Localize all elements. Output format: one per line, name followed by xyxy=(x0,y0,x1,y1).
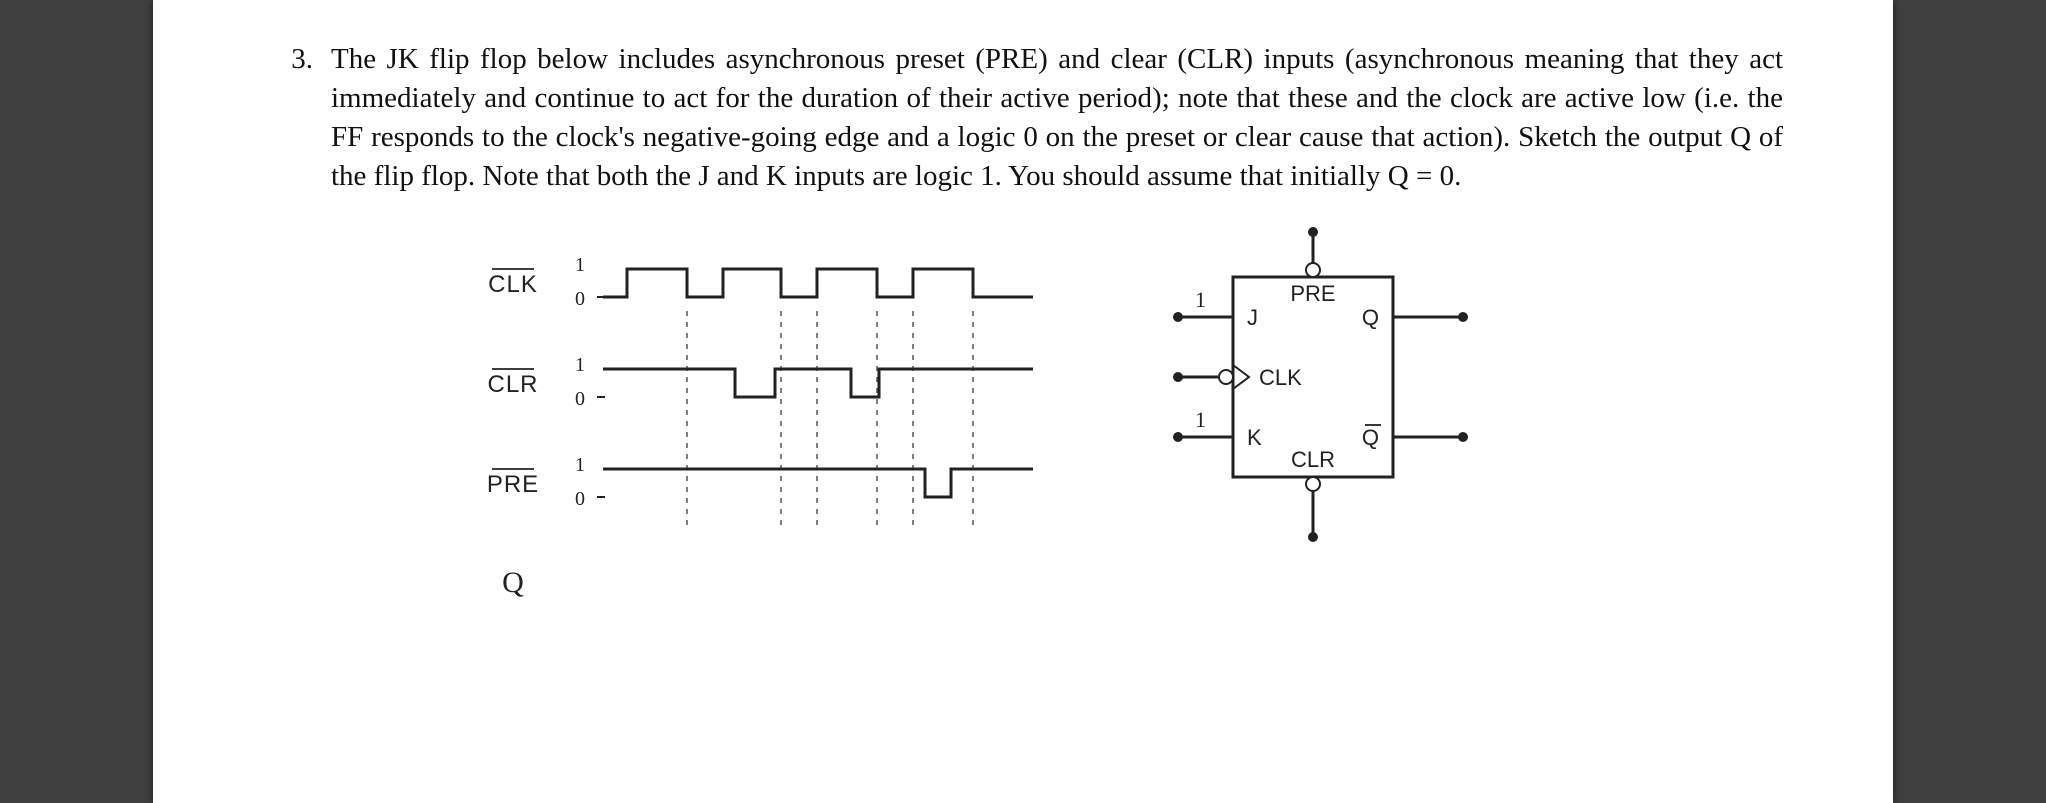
flipflop-schematic: J 1 K 1 CLK PRE CLR Q Q xyxy=(1173,227,1573,587)
timing-diagram: CLK 1 0 CLR 1 0 PRE 1 0 Q xyxy=(473,227,1173,647)
svg-text:1: 1 xyxy=(575,454,585,476)
svg-text:1: 1 xyxy=(1195,287,1206,312)
problem-text: The JK flip flop below includes asynchro… xyxy=(331,40,1783,197)
svg-text:Q: Q xyxy=(502,566,524,599)
viewport: 3. The JK flip flop below includes async… xyxy=(0,0,2046,803)
svg-text:1: 1 xyxy=(575,354,585,376)
svg-text:0: 0 xyxy=(575,488,585,510)
svg-text:1: 1 xyxy=(575,254,585,276)
svg-text:PRE: PRE xyxy=(1290,281,1335,306)
svg-text:J: J xyxy=(1247,305,1258,330)
document-page: 3. The JK flip flop below includes async… xyxy=(153,0,1893,803)
svg-text:CLK: CLK xyxy=(488,271,538,298)
svg-text:CLR: CLR xyxy=(1291,447,1335,472)
svg-text:1: 1 xyxy=(1195,407,1206,432)
svg-text:CLR: CLR xyxy=(487,371,538,398)
svg-text:0: 0 xyxy=(575,288,585,310)
svg-text:CLK: CLK xyxy=(1259,365,1302,390)
svg-text:K: K xyxy=(1247,425,1262,450)
problem-block: 3. The JK flip flop below includes async… xyxy=(263,40,1783,197)
problem-number: 3. xyxy=(263,40,331,197)
figure-area: CLK 1 0 CLR 1 0 PRE 1 0 Q J 1 K 1 CLK PRE CLR Q Q xyxy=(263,227,1783,647)
svg-text:PRE: PRE xyxy=(487,471,539,498)
svg-text:Q: Q xyxy=(1362,425,1379,450)
svg-text:Q: Q xyxy=(1362,305,1379,330)
svg-text:0: 0 xyxy=(575,388,585,410)
